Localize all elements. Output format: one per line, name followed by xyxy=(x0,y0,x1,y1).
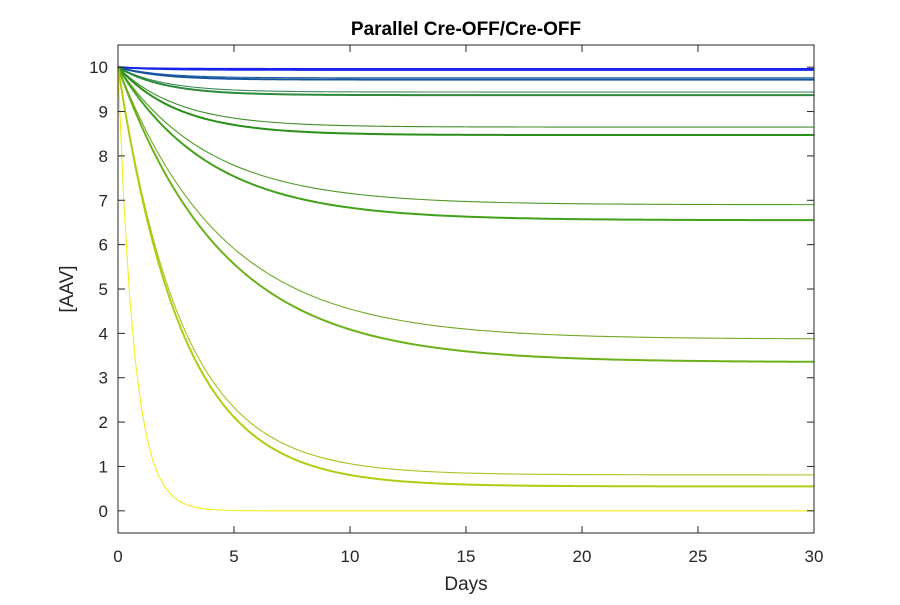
series-line-5 xyxy=(117,66,814,93)
y-tick-label: 4 xyxy=(99,324,108,343)
y-tick-label: 10 xyxy=(89,58,108,77)
y-tick-label: 8 xyxy=(99,147,108,166)
series-line-9 xyxy=(117,66,814,206)
y-tick-label: 6 xyxy=(99,236,108,255)
series-line-13 xyxy=(117,67,815,476)
x-tick-label: 25 xyxy=(689,547,708,566)
x-tick-label: 30 xyxy=(805,547,824,566)
series-line-10 xyxy=(117,66,814,222)
series-line-12 xyxy=(117,66,815,363)
plot-frame xyxy=(118,45,814,533)
x-axis-label: Days xyxy=(444,574,487,595)
chart-title: Parallel Cre-OFF/Cre-OFF xyxy=(351,19,581,40)
plot-area xyxy=(117,44,815,534)
series-line-4 xyxy=(117,66,814,81)
series-line-15 xyxy=(117,67,814,512)
x-axis: 0 5 10 15 20 25 30 xyxy=(113,45,823,566)
y-tick-label: 9 xyxy=(99,103,108,122)
series-line-1 xyxy=(117,66,814,70)
x-tick-label: 20 xyxy=(573,547,592,566)
series-line-7 xyxy=(117,66,814,128)
x-tick-label: 15 xyxy=(457,547,476,566)
series-layer xyxy=(117,66,815,512)
y-tick-label: 3 xyxy=(99,369,108,388)
series-line-6 xyxy=(117,66,814,97)
y-tick-label: 5 xyxy=(99,280,108,299)
y-axis-label: [AAV] xyxy=(57,265,78,312)
y-axis: 0 1 2 3 4 5 6 7 8 9 10 xyxy=(89,58,814,521)
y-tick-label: 7 xyxy=(99,191,108,210)
y-tick-label: 1 xyxy=(99,457,108,476)
series-line-14 xyxy=(117,67,814,488)
x-tick-label: 5 xyxy=(229,547,238,566)
x-tick-label: 10 xyxy=(341,547,360,566)
series-line-11 xyxy=(117,66,815,340)
y-tick-label: 0 xyxy=(99,502,108,521)
series-line-2 xyxy=(117,66,814,71)
x-tick-label: 0 xyxy=(113,547,122,566)
y-tick-label: 2 xyxy=(99,413,108,432)
series-line-3 xyxy=(117,66,814,79)
series-line-8 xyxy=(117,66,814,137)
